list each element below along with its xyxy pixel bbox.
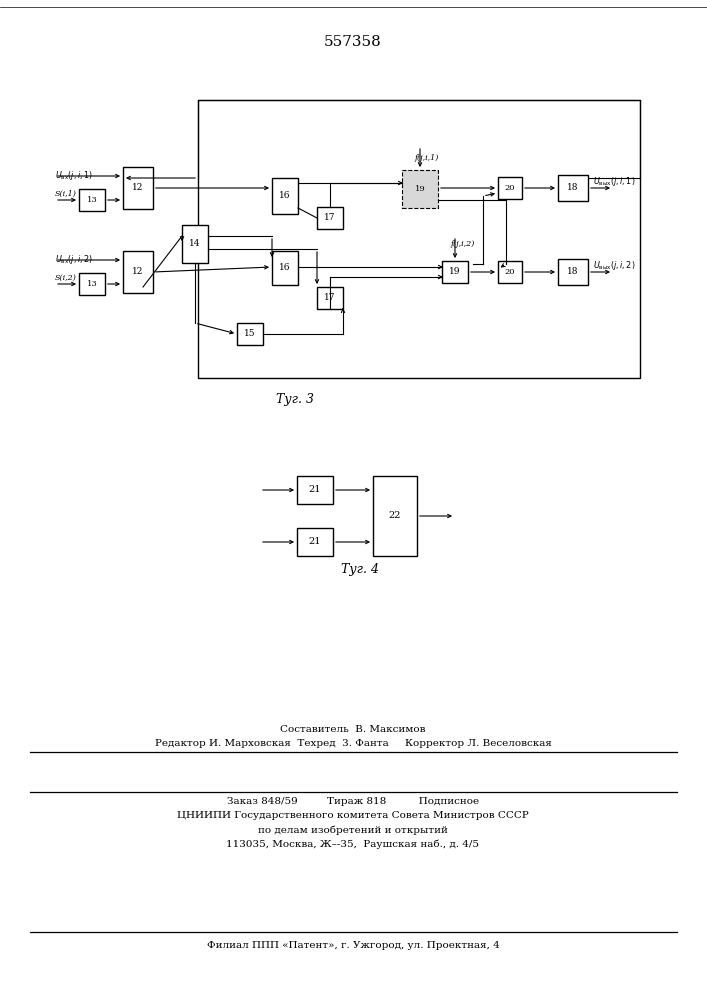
Text: Τуг. 3: Τуг. 3 [276, 393, 314, 406]
Text: f(j,i,1): f(j,i,1) [415, 154, 439, 162]
Text: Τуг. 4: Τуг. 4 [341, 564, 379, 576]
Text: S(i,1): S(i,1) [55, 190, 77, 198]
Bar [297, 476, 333, 504]
Bar [558, 175, 588, 201]
Bar [297, 528, 333, 556]
Text: 113035, Москва, Ж–-35,  Раушская наб., д. 4/5: 113035, Москва, Ж–-35, Раушская наб., д.… [226, 839, 479, 849]
Text: Составитель  В. Максимов: Составитель В. Максимов [280, 726, 426, 734]
Text: 12: 12 [132, 267, 144, 276]
Bar [272, 251, 298, 285]
Bar [498, 177, 522, 199]
Text: S(i,2): S(i,2) [55, 274, 77, 282]
Text: 14: 14 [189, 239, 201, 248]
Bar [198, 100, 640, 378]
Text: 15: 15 [244, 330, 256, 338]
Text: $U_{\rm вх}(j,i,1)$: $U_{\rm вх}(j,i,1)$ [55, 169, 93, 182]
Text: 20: 20 [505, 184, 515, 192]
Text: $U_{\rm вх}(j,i,2)$: $U_{\rm вх}(j,i,2)$ [55, 253, 93, 266]
Text: 20: 20 [505, 268, 515, 276]
Bar [317, 207, 343, 229]
Text: по делам изобретений и открытий: по делам изобретений и открытий [258, 825, 448, 835]
Text: 12: 12 [132, 184, 144, 192]
Text: Заказ 848/59         Тираж 818          Подписное: Заказ 848/59 Тираж 818 Подписное [227, 798, 479, 806]
Text: 17: 17 [325, 294, 336, 302]
Text: 557358: 557358 [324, 35, 382, 49]
Bar [373, 476, 417, 556]
Bar [79, 189, 105, 211]
Text: 19: 19 [449, 267, 461, 276]
Text: 17: 17 [325, 214, 336, 223]
Bar [79, 273, 105, 295]
Bar [558, 259, 588, 285]
Bar [272, 178, 298, 214]
Text: f(j,i,2): f(j,i,2) [450, 240, 474, 248]
Text: 18: 18 [567, 184, 579, 192]
Bar [182, 225, 208, 263]
Text: 16: 16 [279, 192, 291, 200]
Bar [123, 167, 153, 209]
Text: ЦНИИПИ Государственного комитета Совета Министров СССР: ЦНИИПИ Государственного комитета Совета … [177, 812, 529, 820]
Bar [123, 251, 153, 293]
Bar [402, 170, 438, 208]
Text: 16: 16 [279, 263, 291, 272]
Text: 13: 13 [87, 280, 98, 288]
Text: 21: 21 [309, 486, 321, 494]
Bar [317, 287, 343, 309]
Text: Редактор И. Марховская  Техред  3. Фанта     Корректор Л. Веселовская: Редактор И. Марховская Техред 3. Фанта К… [155, 740, 551, 748]
Text: 18: 18 [567, 267, 579, 276]
Text: 19: 19 [414, 185, 426, 193]
Text: $U_{\rm вых}(j,i,2)$: $U_{\rm вых}(j,i,2)$ [593, 259, 636, 272]
Text: $U_{\rm вых}(j,i,1)$: $U_{\rm вых}(j,i,1)$ [593, 175, 636, 188]
Bar [237, 323, 263, 345]
Bar [498, 261, 522, 283]
Bar [442, 261, 468, 283]
Text: 21: 21 [309, 538, 321, 546]
Text: 22: 22 [389, 512, 402, 520]
Text: Филиал ППП «Патент», г. Ужгород, ул. Проектная, 4: Филиал ППП «Патент», г. Ужгород, ул. Про… [206, 942, 499, 950]
Text: 13: 13 [87, 196, 98, 204]
